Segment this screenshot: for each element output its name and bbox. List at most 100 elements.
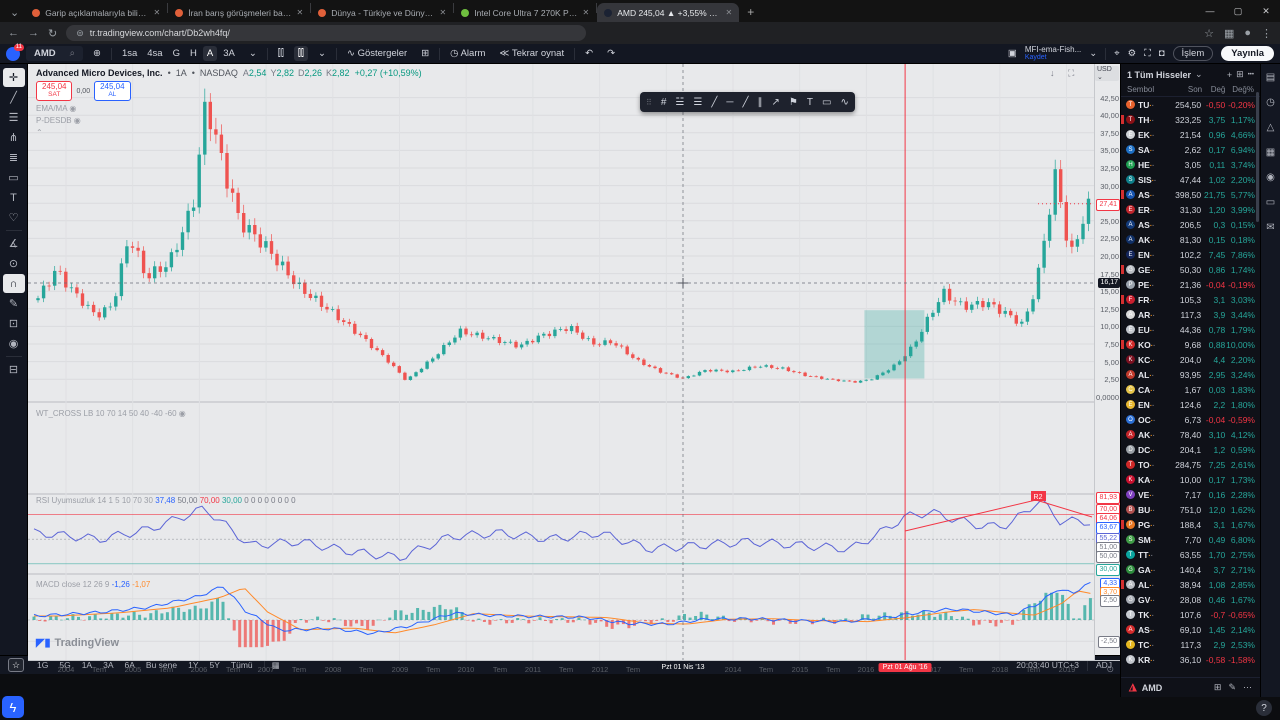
symbol-ticker[interactable]: PE·· bbox=[1138, 279, 1155, 290]
window-maximize-button[interactable]: ▢ bbox=[1233, 5, 1243, 16]
buy-button[interactable]: 245,04 AL bbox=[94, 81, 131, 101]
tab-close-icon[interactable]: ✕ bbox=[725, 8, 733, 17]
symbol-ticker[interactable]: TU·· bbox=[1138, 99, 1155, 110]
extensions-icon[interactable]: ▦ bbox=[1223, 27, 1235, 40]
timeframe-button-3a[interactable]: 3A bbox=[223, 48, 235, 59]
macd-signal-line[interactable] bbox=[34, 588, 1091, 634]
parallel-channel-icon[interactable]: ∥ bbox=[757, 96, 763, 108]
pitchfork-tool[interactable]: ⋔ bbox=[8, 132, 19, 144]
range-button-5y[interactable]: 5Y bbox=[209, 660, 220, 670]
drag-handle[interactable]: ⠿ bbox=[646, 97, 652, 107]
symbol-ticker[interactable]: KA·· bbox=[1138, 474, 1155, 485]
symbol-ticker[interactable]: VE·· bbox=[1138, 489, 1155, 500]
sell-button[interactable]: 245,04 SAT bbox=[36, 81, 73, 101]
chart-style-chevron[interactable]: ⌄ bbox=[317, 48, 326, 59]
watchlist-row[interactable]: K KO·· 9,68 0,88 10,00% bbox=[1121, 337, 1260, 352]
tab-close-icon[interactable]: ✕ bbox=[439, 8, 447, 17]
watchlist-row[interactable]: E ER·· 31,30 1,20 3,99% bbox=[1121, 202, 1260, 217]
trade-button[interactable]: İşlem bbox=[1172, 46, 1214, 61]
callout-icon[interactable]: ▭ bbox=[821, 96, 832, 108]
browser-tab[interactable]: AMD 245,04 ▲ +3,55% MFI-em ✕ bbox=[597, 3, 740, 22]
reload-button[interactable]: ↻ bbox=[48, 27, 58, 40]
grid-icon[interactable]: ⊞ bbox=[1213, 682, 1222, 692]
alerts-icon[interactable]: ◷ bbox=[1266, 97, 1275, 108]
edit-icon[interactable]: ✎ bbox=[1228, 682, 1236, 692]
ideas-icon[interactable]: ◉ bbox=[1266, 172, 1275, 183]
indicators-button[interactable]: ∿ Göstergeler bbox=[346, 48, 408, 59]
watchlist-row[interactable]: S SA·· 2,62 0,17 6,94% bbox=[1121, 142, 1260, 157]
watchlist-row[interactable]: A AL·· 93,95 2,95 3,24% bbox=[1121, 367, 1260, 382]
back-button[interactable]: ← bbox=[8, 27, 19, 39]
browser-tab[interactable]: Garip açıklamalarıyla biliniyor. | ✕ bbox=[25, 3, 167, 22]
watchlist-row[interactable]: B BU·· 751,0 12,0 1,62% bbox=[1121, 502, 1260, 517]
symbol-ticker[interactable]: HE·· bbox=[1138, 159, 1155, 170]
trend-line-icon[interactable]: ╱ bbox=[711, 96, 718, 108]
symbol-ticker[interactable]: AS·· bbox=[1138, 189, 1155, 200]
gann-fib-tools[interactable]: ☰ bbox=[8, 112, 19, 124]
adj-toggle[interactable]: ADJ bbox=[1095, 660, 1112, 670]
tv-quick-widget-logo[interactable]: ϟ bbox=[2, 696, 24, 718]
maximize-pane-icon[interactable]: ⛶ bbox=[1067, 68, 1075, 78]
symbol-ticker[interactable]: SIS·· bbox=[1138, 174, 1157, 185]
tab-close-icon[interactable]: ✕ bbox=[582, 8, 590, 17]
watchlist-row[interactable]: T TU·· 254,50 -0,50 -0,20% bbox=[1121, 97, 1260, 112]
rsi-divergence-badge[interactable] bbox=[1031, 491, 1046, 501]
horizontal-line-icon[interactable]: ─ bbox=[726, 96, 734, 108]
watchlist-row[interactable]: D DC·· 204,1 1,2 0,59% bbox=[1121, 442, 1260, 457]
watchlist-chevron-icon[interactable]: ⌄ bbox=[1195, 69, 1203, 79]
zoom-tool[interactable]: ⊙ bbox=[8, 258, 19, 270]
flag-mark-icon[interactable]: ⚑ bbox=[788, 96, 798, 108]
chart-style-button[interactable]: ⫿⫿ bbox=[277, 48, 284, 59]
watchlist-row[interactable]: V VE·· 7,17 0,16 2,28% bbox=[1121, 487, 1260, 502]
macd-pane-legend[interactable]: MACD close 12 26 9 -1,26 -1,07 bbox=[36, 580, 151, 589]
scroll-to-recent-icon[interactable]: ↓ bbox=[1050, 68, 1055, 78]
snapshot-camera-icon[interactable]: ◘ bbox=[1158, 48, 1165, 59]
eye-icon[interactable]: ◉ bbox=[69, 104, 77, 113]
patterns-tool[interactable]: ≣ bbox=[8, 152, 19, 164]
column-header-son[interactable]: Son bbox=[1187, 85, 1203, 94]
symbol-ticker[interactable]: BU·· bbox=[1138, 504, 1155, 515]
range-button-tümü[interactable]: Tümü bbox=[230, 660, 253, 670]
tab-close-icon[interactable]: ✕ bbox=[296, 8, 304, 17]
watchlist-row[interactable]: E EU·· 44,36 0,78 1,79% bbox=[1121, 322, 1260, 337]
settings-gear-icon[interactable]: ⚙ bbox=[1127, 48, 1137, 59]
axis-settings-icon[interactable]: ⊙ bbox=[1106, 664, 1114, 674]
user-avatar[interactable]: 11 bbox=[6, 43, 24, 61]
symbol-ticker[interactable]: EN·· bbox=[1138, 399, 1155, 410]
watchlist-row[interactable]: A AK·· 78,40 3,10 4,12% bbox=[1121, 427, 1260, 442]
symbol-ticker[interactable]: KR·· bbox=[1138, 654, 1155, 665]
bookmark-star-icon[interactable]: ☆ bbox=[1204, 27, 1214, 40]
text-tool[interactable]: T bbox=[10, 191, 17, 204]
watchlist-row[interactable]: E EK·· 21,54 0,96 4,66% bbox=[1121, 127, 1260, 142]
watchlist-row[interactable]: A AL·· 38,94 1,08 2,85% bbox=[1121, 577, 1260, 592]
floating-drawing-toolbar[interactable]: ⠿ # ☱ ☰ ╱ ─ ╱ ∥ ↗ ⚑ T ▭ ∿ bbox=[640, 92, 855, 112]
draw-tool[interactable]: ✎ bbox=[8, 298, 19, 310]
profile-avatar[interactable]: ● bbox=[1244, 27, 1251, 39]
chart-area[interactable]: R2 ↓ ⛶ Advanced Micro Devices, Inc. • 1A • N… bbox=[28, 64, 1120, 674]
symbol-ticker[interactable]: CA·· bbox=[1138, 384, 1155, 395]
symbol-ticker[interactable]: EK·· bbox=[1138, 129, 1155, 140]
watchlist-icon[interactable]: ▤ bbox=[1265, 72, 1276, 83]
shapes-tool[interactable]: ▭ bbox=[8, 172, 19, 184]
watchlist-row[interactable]: K KA·· 10,00 0,17 1,73% bbox=[1121, 472, 1260, 487]
symbol-ticker[interactable]: SA·· bbox=[1138, 144, 1155, 155]
window-minimize-button[interactable]: — bbox=[1205, 6, 1215, 16]
rsi-divergence-line[interactable] bbox=[904, 499, 1037, 532]
horizontal-rays-icon[interactable]: ☱ bbox=[675, 96, 685, 108]
legend-collapse-chevron[interactable]: ⌃ bbox=[36, 128, 43, 137]
watchlist-row[interactable]: F FR·· 105,3 3,1 3,03% bbox=[1121, 292, 1260, 307]
replay-button[interactable]: ≪ Tekrar oynat bbox=[499, 48, 565, 59]
ray-icon[interactable]: ╱ bbox=[742, 96, 749, 108]
watchlist-row[interactable]: A AK·· 81,30 0,15 0,18% bbox=[1121, 232, 1260, 247]
column-header-sembol[interactable]: Sembol bbox=[1127, 85, 1155, 94]
timeframe-button-1sa[interactable]: 1sa bbox=[121, 48, 138, 59]
layout-chevron-icon[interactable]: ⌄ bbox=[1089, 48, 1098, 59]
symbol-ticker[interactable]: TK·· bbox=[1138, 609, 1155, 620]
symbol-ticker[interactable]: AK·· bbox=[1138, 234, 1155, 245]
watchlist-row[interactable]: A AR·· 117,3 3,9 3,44% bbox=[1121, 307, 1260, 322]
watchlist-row[interactable]: P PE·· 21,36 -0,04 -0,19% bbox=[1121, 277, 1260, 292]
help-button[interactable]: ? bbox=[1256, 700, 1272, 716]
browser-tab[interactable]: İran barış görüşmeleri başladı | ✕ bbox=[168, 3, 310, 22]
hotlists-icon[interactable]: △ bbox=[1266, 122, 1275, 133]
watchlist-row[interactable]: A AS·· 206,5 0,3 0,15% bbox=[1121, 217, 1260, 232]
